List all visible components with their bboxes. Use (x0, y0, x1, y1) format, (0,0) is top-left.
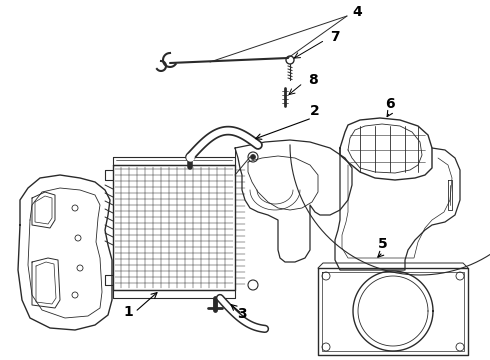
Circle shape (250, 154, 255, 159)
Text: 2: 2 (310, 104, 320, 118)
Text: 6: 6 (385, 97, 395, 111)
Text: 5: 5 (378, 237, 388, 251)
Text: 1: 1 (123, 305, 133, 319)
Text: 4: 4 (352, 5, 362, 19)
Text: 3: 3 (237, 307, 247, 321)
Text: 8: 8 (308, 73, 318, 87)
Text: 7: 7 (330, 30, 340, 44)
